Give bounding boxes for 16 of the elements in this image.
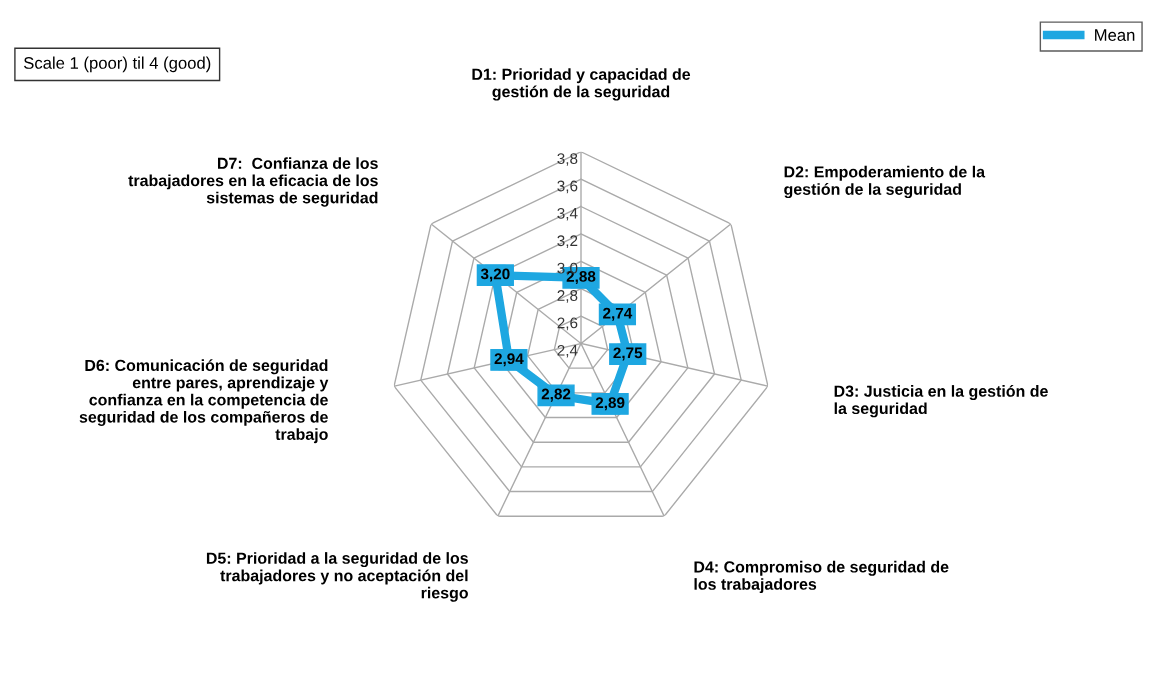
- legend-label: Mean: [1095, 29, 1135, 41]
- y-tick-label: 3,4: [557, 207, 578, 221]
- y-tick-label: 2,4: [557, 344, 578, 358]
- spoke-label: D3: Justicia en la gestión de la seguridad: [834, 384, 1048, 418]
- y-tick-label: 3,2: [557, 235, 578, 248]
- spoke-label: D7: Confianza de los trabajadores en la eficacia de los sistemas de seguridad: [128, 157, 378, 207]
- y-tick-label: 3,6: [557, 180, 578, 194]
- text: Scale 1 (poor) til 4 (good): [24, 56, 211, 73]
- y-tick-label: 3,8: [557, 153, 578, 166]
- spoke-label: D6: Comunicación de seguridad entre pares, aprendizaje y confianza en la competencia de seguridad de los compañeros de trabajo: [79, 359, 329, 444]
- spoke-label: D1: Prioridad y capacidad de gestión de la seguridad: [472, 68, 691, 101]
- y-tick-label: 2,6: [557, 317, 578, 331]
- spoke-label: D4: Compromiso de seguridad de los trabajadores: [694, 560, 949, 594]
- y-tick-label: 2,8: [557, 290, 578, 303]
- spoke-label: D5: Prioridad a la seguridad de los trabajadores y no aceptación del riesgo: [206, 552, 468, 602]
- spoke-label: D2: Empoderamiento de la gestión de la seguridad: [784, 165, 986, 199]
